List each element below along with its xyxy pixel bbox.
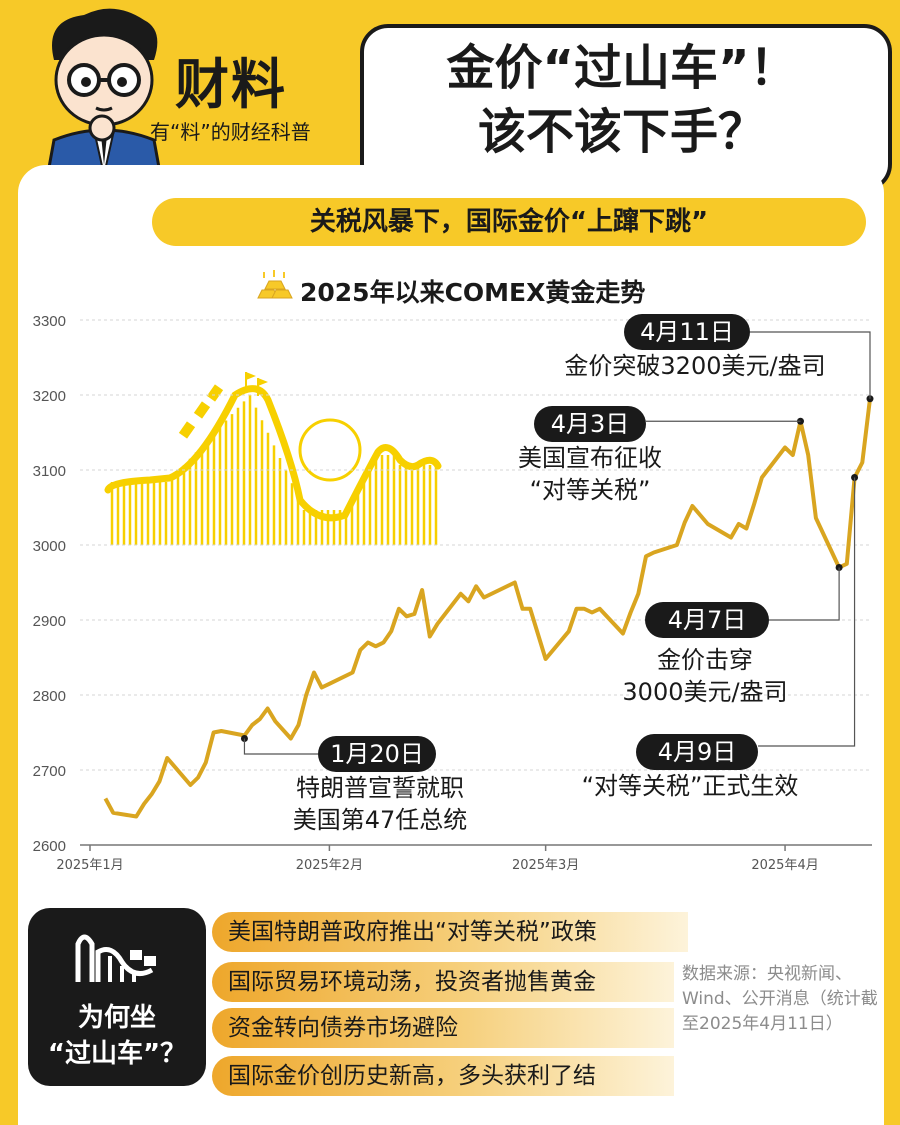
annotation-text: 特朗普宣誓就职 美国第47任总统	[260, 772, 500, 836]
annotation-text: “对等关税”正式生效	[540, 770, 840, 802]
y-tick-label: 3100	[33, 463, 66, 480]
annotation-text-line: 金价击穿	[657, 646, 753, 674]
why-title-line1: 为何坐	[77, 1003, 156, 1033]
headline: 金价“过山车”！ 该不该下手？	[372, 36, 872, 164]
brand-logo: 财料	[175, 53, 287, 116]
brand-tagline: 有“料”的财经科普	[150, 120, 311, 144]
y-tick-label: 2600	[33, 838, 66, 855]
x-tick-label: 2025年2月	[296, 858, 363, 873]
data-source-note: 数据来源：央视新闻、Wind、公开消息（统计截至2025年4月11日）	[682, 964, 878, 1034]
annotation-text-line: 特朗普宣誓就职	[296, 774, 464, 802]
annotation-text-line: 美国第47任总统	[292, 806, 468, 834]
headline-line2: 该不该下手？	[477, 104, 766, 160]
reason-item: 国际贸易环境动荡，投资者抛售黄金	[212, 962, 674, 1002]
x-tick-label: 2025年3月	[512, 858, 579, 873]
annotation-leader	[243, 738, 318, 755]
chart-title: 2025年以来COMEX黄金走势	[300, 278, 646, 307]
roller-coaster-illustration	[104, 372, 442, 545]
annotation-text-line: “对等关税”正式生效	[581, 772, 799, 800]
gold-price-chart: 2600 2700 2800 2900 3000 3100 3200 3300 2025年1月…	[33, 313, 874, 873]
y-tick-label: 3200	[33, 388, 66, 405]
annotation-text: 金价击穿 3000美元/盎司	[600, 644, 810, 708]
reason-item: 资金转向债券市场避险	[212, 1008, 674, 1048]
annotation-date-tag: 4月11日	[624, 314, 750, 350]
subtitle-banner: 关税风暴下，国际金价“上蹿下跳”	[152, 198, 866, 246]
why-title: 为何坐 “过山车”？	[28, 1000, 206, 1072]
why-title-line2: “过山车”？	[47, 1039, 187, 1069]
headline-line1: 金价“过山车”！	[446, 40, 798, 96]
annotation-text-line: 美国宣布征收	[518, 444, 662, 472]
reason-item: 美国特朗普政府推出“对等关税”政策	[212, 912, 688, 952]
gold-bars-icon	[257, 270, 293, 299]
x-tick-label: 2025年4月	[751, 858, 818, 873]
y-tick-label: 2800	[33, 688, 66, 705]
annotation-text: 金价突破3200美元/盎司	[540, 350, 850, 382]
annotation-leader	[758, 477, 856, 747]
annotation-date-tag: 4月7日	[645, 602, 769, 638]
annotation-leader	[750, 331, 871, 399]
y-tick-label: 2700	[33, 763, 66, 780]
annotation-date-tag: 1月20日	[318, 736, 436, 772]
reason-item: 国际金价创历史新高，多头获利了结	[212, 1056, 674, 1096]
annotation-text: 美国宣布征收 “对等关税”	[480, 442, 700, 506]
roller-coaster-icon	[75, 934, 156, 982]
annotation-text-line: 金价突破3200美元/盎司	[564, 352, 826, 380]
annotation-date-tag: 4月3日	[534, 406, 646, 442]
y-tick-label: 3000	[33, 538, 66, 555]
why-panel: 为何坐 “过山车”？	[28, 908, 206, 1086]
annotation-text-line: 3000美元/盎司	[622, 678, 788, 706]
annotation-leader	[769, 567, 840, 621]
x-tick-label: 2025年1月	[56, 858, 123, 873]
annotation-date-tag: 4月9日	[636, 734, 758, 770]
y-tick-label: 2900	[33, 613, 66, 630]
y-tick-label: 3300	[33, 313, 66, 330]
annotation-text-line: “对等关税”	[529, 476, 651, 504]
